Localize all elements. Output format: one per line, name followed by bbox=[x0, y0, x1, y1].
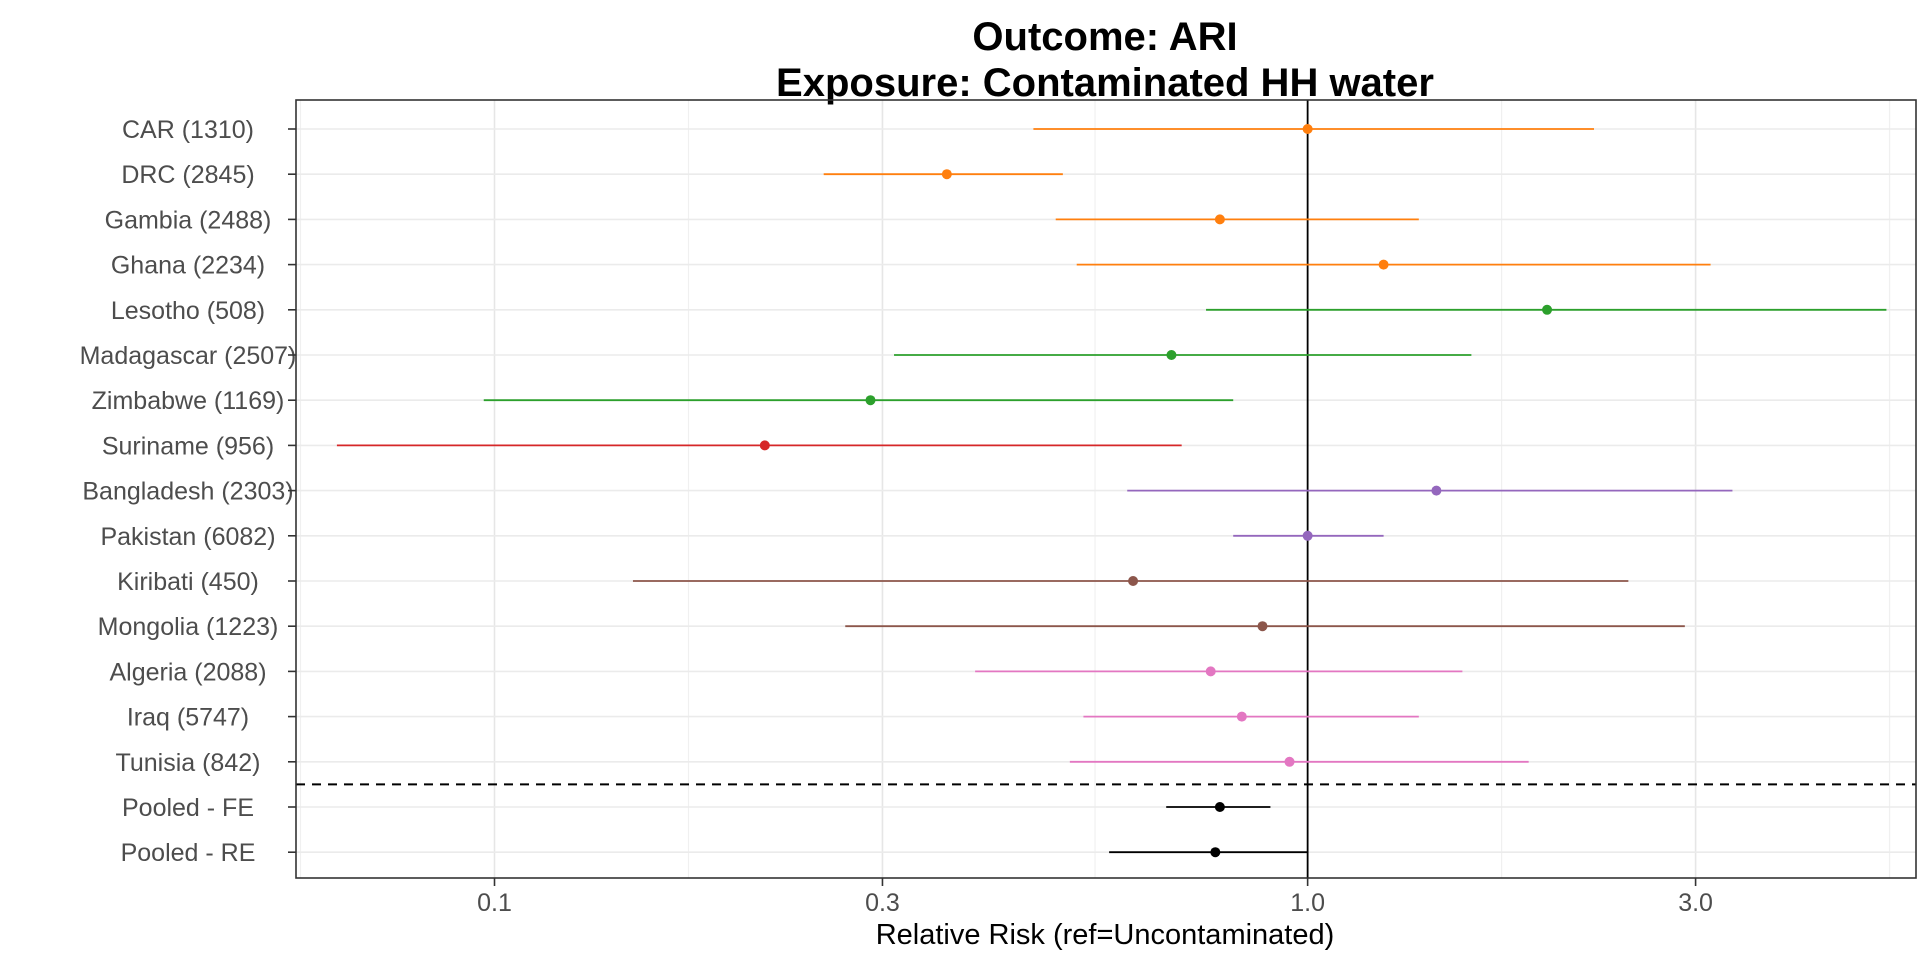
row-label: DRC (2845) bbox=[121, 161, 254, 189]
row-label: Mongolia (1223) bbox=[98, 613, 279, 641]
x-tick-label: 0.3 bbox=[865, 889, 900, 917]
point-estimate bbox=[941, 169, 952, 180]
row-label: Tunisia (842) bbox=[116, 749, 261, 777]
data-marks bbox=[296, 100, 1916, 878]
point-estimate bbox=[1205, 666, 1216, 677]
point-estimate bbox=[1431, 485, 1442, 496]
row-label: Zimbabwe (1169) bbox=[92, 387, 285, 415]
row-label: Madagascar (2507) bbox=[80, 342, 297, 370]
chart-subtitle: Exposure: Contaminated HH water bbox=[776, 61, 1434, 105]
row-label: Bangladesh (2303) bbox=[82, 478, 293, 506]
point-estimate bbox=[1378, 259, 1389, 270]
row-label: Pooled - FE bbox=[122, 794, 254, 822]
row-label: CAR (1310) bbox=[122, 116, 254, 144]
point-estimate bbox=[1210, 847, 1221, 858]
row-label: Iraq (5747) bbox=[127, 704, 249, 732]
x-axis-title: Relative Risk (ref=Uncontaminated) bbox=[876, 919, 1335, 951]
row-label: Algeria (2088) bbox=[109, 658, 266, 686]
point-estimate bbox=[1542, 304, 1553, 315]
x-tick-label: 1.0 bbox=[1290, 889, 1325, 917]
row-label: Lesotho (508) bbox=[111, 297, 265, 325]
point-estimate bbox=[1166, 350, 1177, 360]
point-estimate bbox=[1284, 756, 1295, 767]
row-label: Ghana (2234) bbox=[111, 252, 265, 280]
plot-panel-border bbox=[295, 99, 1917, 879]
point-estimate bbox=[1214, 802, 1225, 812]
row-label: Suriname (956) bbox=[102, 432, 274, 460]
x-tick-label: 0.1 bbox=[477, 889, 512, 917]
row-label: Gambia (2488) bbox=[105, 206, 272, 234]
point-estimate bbox=[1128, 576, 1139, 586]
x-tick-label: 3.0 bbox=[1678, 889, 1713, 917]
point-estimate bbox=[759, 440, 770, 451]
point-estimate bbox=[1236, 711, 1247, 722]
row-label: Pakistan (6082) bbox=[100, 523, 275, 551]
point-estimate bbox=[1214, 214, 1225, 225]
point-estimate bbox=[1302, 530, 1313, 541]
row-label: Kiribati (450) bbox=[117, 568, 259, 596]
x-axis: 0.1 0.3 1.0 3.0 bbox=[477, 878, 1713, 917]
row-label: Pooled - RE bbox=[121, 839, 256, 867]
row-labels: CAR (1310) DRC (2845) Gambia (2488) Ghana (… bbox=[80, 116, 297, 867]
point-estimate bbox=[865, 395, 876, 406]
point-estimate bbox=[1257, 621, 1268, 632]
chart-title: Outcome: ARI bbox=[972, 15, 1237, 59]
point-estimate bbox=[1302, 124, 1313, 134]
